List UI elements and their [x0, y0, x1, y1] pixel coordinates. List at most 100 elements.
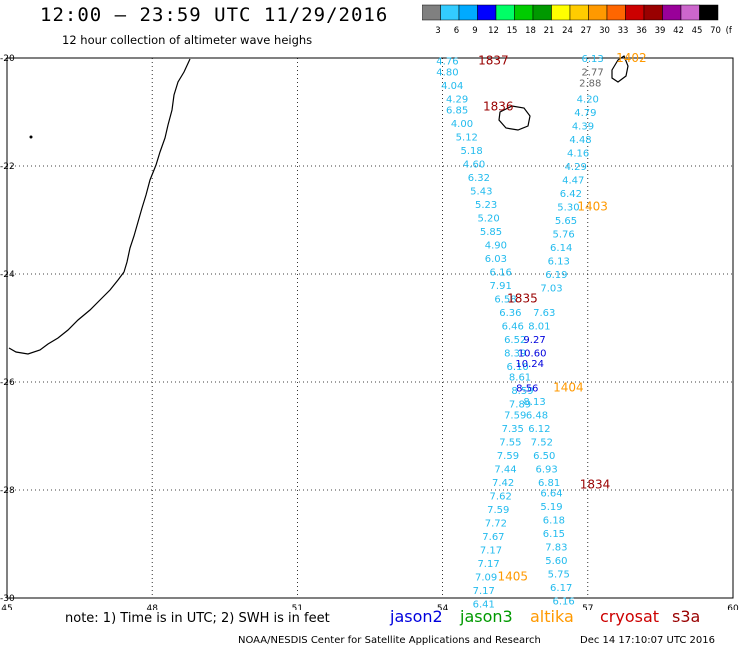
swh-value-left: 7.67	[482, 532, 504, 543]
swh-value-left: 7.17	[480, 545, 502, 556]
swh-value-left: 6.36	[499, 308, 521, 319]
swh-value-right: 5.75	[548, 570, 570, 581]
footer-note: note: 1) Time is in UTC; 2) SWH is in fe…	[65, 611, 330, 626]
x-tick-label: 51	[292, 604, 303, 610]
swh-value-right: 6.42	[560, 189, 582, 200]
swh-value-left: 8.39	[504, 348, 526, 359]
swh-value-right: 7.63	[533, 308, 555, 319]
swh-value-right: 8.01	[528, 321, 550, 332]
swh-value-left: 5.18	[461, 146, 483, 157]
y-tick-label: -28	[0, 486, 15, 496]
scale-label: 36	[636, 26, 647, 36]
legend-s3a: s3a	[672, 607, 701, 626]
swh-value-left: 4.29	[446, 95, 468, 106]
x-tick-label: 57	[582, 604, 593, 610]
pass-time-label: 1834	[580, 478, 611, 492]
legend-jason3: jason3	[460, 607, 513, 626]
swh-value-left: 6.10	[506, 362, 528, 373]
scale-label: 45	[692, 26, 703, 36]
chart-title: 12:00 — 23:59 UTC 11/29/2016	[40, 4, 389, 26]
swh-value-right: 4.16	[567, 149, 589, 160]
scale-label: 42	[673, 26, 684, 36]
swh-value-right: 6.15	[543, 529, 565, 540]
swh-value-right: 6.18	[543, 516, 565, 527]
swh-value-left: 6.16	[490, 267, 512, 278]
swh-value-left: 6.52	[504, 335, 526, 346]
swh-value-left: 4.60	[463, 159, 485, 170]
pass-time-label: 1405	[498, 569, 529, 583]
scale-label: 6	[454, 26, 459, 36]
y-tick-label: -20	[0, 54, 15, 64]
swh-value-right: 6.13	[582, 54, 604, 65]
swh-value-right: 8.13	[523, 397, 545, 408]
swh-value-right: 4.20	[577, 95, 599, 106]
scale-label: 30	[599, 26, 610, 36]
swh-value-left: 7.17	[473, 586, 495, 597]
swh-value-left: 4.04	[441, 81, 463, 92]
swh-value-left: 7.72	[485, 518, 507, 529]
swh-value-left: 7.89	[509, 400, 531, 411]
swh-value-left: 6.03	[485, 254, 507, 265]
swh-value-left: 7.62	[490, 491, 512, 502]
timestamp-text: Dec 14 17:10:07 UTC 2016	[580, 635, 715, 646]
scale-label: (ft)	[726, 26, 732, 36]
swh-value-right: 5.60	[545, 556, 567, 567]
x-tick-label: 54	[437, 604, 449, 610]
swh-value-left: 6.58	[494, 294, 516, 305]
swh-value-left: 4.00	[451, 119, 473, 130]
y-tick-label: -30	[0, 594, 15, 604]
swh-value-left: 8.59	[511, 386, 533, 397]
x-tick-label: 48	[146, 604, 158, 610]
y-tick-label: -22	[0, 162, 15, 172]
swh-value-left: 7.59	[504, 410, 526, 421]
swh-value-left: 7.59	[497, 451, 519, 462]
x-tick-label: 60	[727, 604, 739, 610]
scale-label: 70	[710, 26, 721, 36]
legend-jason2: jason2	[390, 607, 443, 626]
swh-value-left: 5.85	[480, 227, 502, 238]
swh-value-left: 7.35	[502, 424, 524, 435]
swh-value-left: 7.91	[490, 281, 512, 292]
y-tick-label: -26	[0, 378, 15, 388]
swh-value-right: 7.03	[540, 284, 562, 295]
scale-label: 18	[525, 26, 536, 36]
pass-time-label: 1837	[478, 54, 509, 68]
swh-value-right: 4.48	[569, 135, 591, 146]
plot-frame	[6, 57, 734, 599]
swh-value-right: 5.30	[557, 203, 579, 214]
scale-label: 12	[488, 26, 499, 36]
swh-value-right: 5.19	[540, 502, 562, 513]
swh-value-left: 7.42	[492, 478, 514, 489]
pass-time-label: 1403	[577, 200, 608, 214]
swh-value-left: 7.09	[475, 572, 497, 583]
swh-value-left: 7.55	[499, 437, 521, 448]
scale-label: 24	[562, 26, 573, 36]
swh-value-right: 6.17	[550, 583, 572, 594]
swh-value-left: 7.17	[477, 559, 499, 570]
pass-time-label: 1402	[616, 51, 647, 65]
swh-value-right: 5.65	[555, 216, 577, 227]
scale-label: 27	[581, 26, 592, 36]
swh-value-left: 6.85	[446, 105, 468, 116]
chart-subtitle: 12 hour collection of altimeter wave hei…	[62, 33, 313, 47]
swh-value-left: 7.44	[494, 464, 516, 475]
swh-value-left: 5.12	[456, 132, 478, 143]
swh-value-right: 10.24	[515, 359, 544, 370]
pass-time-label: 1836	[483, 100, 514, 114]
swh-value-right: 6.19	[545, 270, 567, 281]
swh-value-left: 4.90	[485, 240, 507, 251]
reunion-island	[498, 105, 531, 131]
island-dot	[29, 135, 33, 139]
swh-value-left: 5.23	[475, 200, 497, 211]
swh-value-right: 6.48	[526, 410, 548, 421]
scale-label: 33	[618, 26, 629, 36]
swh-value-right: 2.77	[582, 68, 604, 79]
swh-value-right: 6.81	[538, 478, 560, 489]
swh-value-right: 9.27	[523, 335, 545, 346]
legend-cryosat: cryosat	[600, 607, 660, 626]
swh-value-left: 6.32	[468, 173, 490, 184]
swh-value-right: 6.93	[536, 464, 558, 475]
pass-time-label: 1835	[507, 291, 538, 305]
swh-value-right: 7.52	[531, 437, 553, 448]
